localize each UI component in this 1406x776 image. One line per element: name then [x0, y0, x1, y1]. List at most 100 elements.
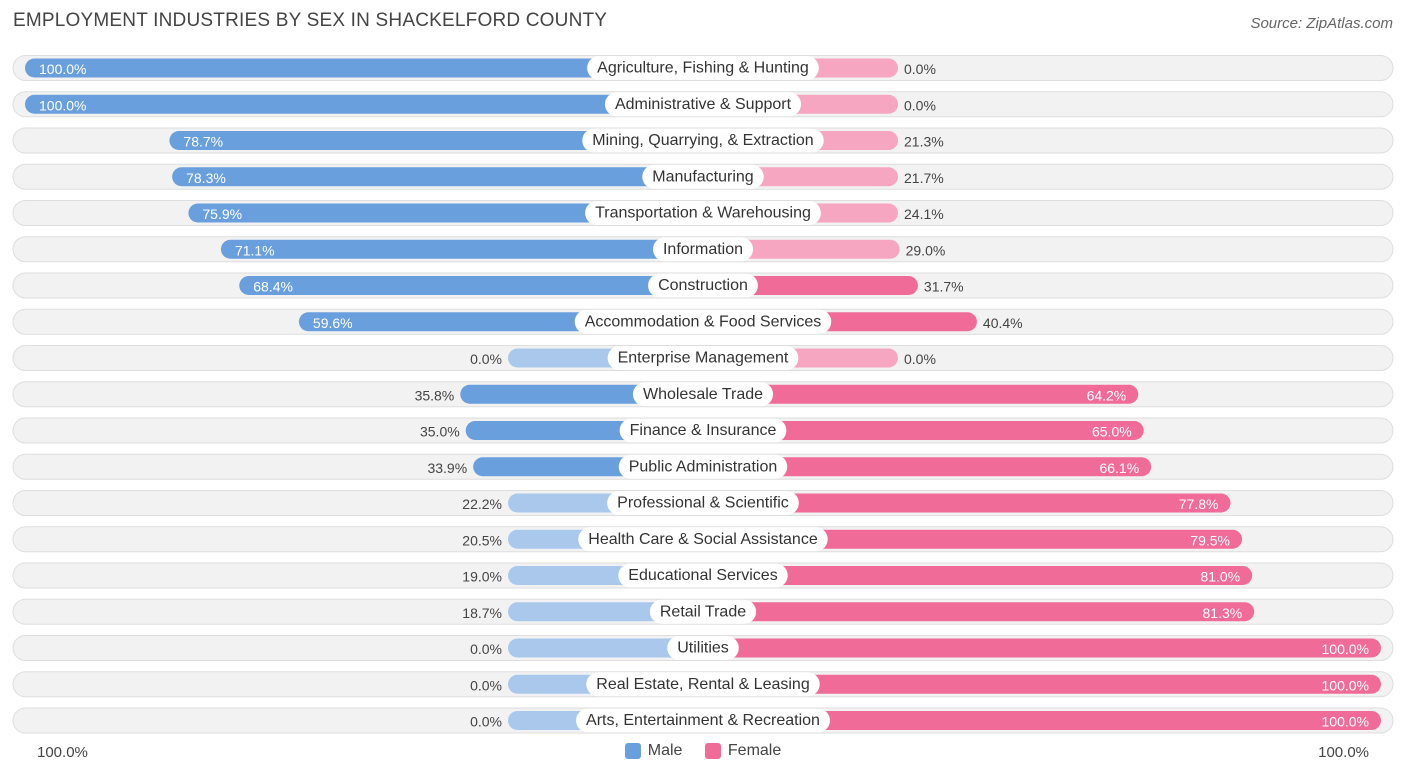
- row-12: Professional & Scientific: [12, 490, 1394, 516]
- female-bar: [703, 457, 1152, 477]
- row-14: Educational Services: [12, 562, 1394, 589]
- category-label-pill: [578, 527, 828, 552]
- category-label: Public Administration: [629, 458, 778, 475]
- male-value-label: 18.7%: [462, 605, 502, 621]
- female-value-label: 100.0%: [1322, 641, 1369, 657]
- chart-title: EMPLOYMENT INDUSTRIES BY SEX IN SHACKELF…: [13, 10, 608, 31]
- category-label: Arts, Entertainment & Recreation: [586, 712, 820, 729]
- category-label: Construction: [658, 277, 748, 294]
- female-bar: [703, 529, 1243, 549]
- male-value-label: 100.0%: [39, 61, 86, 77]
- axis-label-right: 100.0%: [1318, 744, 1369, 761]
- category-label-pill: [642, 164, 764, 189]
- male-value-label: 0.0%: [470, 714, 502, 730]
- row-1: Administrative & Support: [12, 91, 1394, 118]
- male-value-label: 0.0%: [470, 677, 502, 693]
- male-value-label: 33.9%: [427, 460, 467, 476]
- female-bar: [703, 239, 900, 259]
- female-bar: [703, 638, 1381, 658]
- male-value-label: 0.0%: [470, 351, 502, 367]
- category-label: Enterprise Management: [618, 350, 789, 367]
- male-value-label: 20.5%: [462, 532, 502, 548]
- category-label-pill: [607, 491, 799, 515]
- male-bar: [25, 94, 703, 114]
- male-value-label: 0.0%: [470, 641, 502, 657]
- female-value-label: 66.1%: [1099, 460, 1139, 476]
- male-value-label: 22.2%: [462, 496, 502, 512]
- male-value-label: 78.3%: [186, 170, 226, 186]
- legend-item-female[interactable]: Female: [704, 742, 782, 760]
- category-label: Manufacturing: [652, 168, 753, 185]
- female-value-label: 0.0%: [904, 351, 936, 367]
- male-bar: [239, 276, 704, 295]
- source-credit: Source: ZipAtlas.com: [1250, 15, 1393, 32]
- male-value-label: 35.0%: [420, 424, 460, 440]
- row-18: Arts, Entertainment & Recreation: [12, 707, 1394, 734]
- female-value-label: 81.0%: [1200, 569, 1240, 585]
- male-value-label: 100.0%: [39, 97, 86, 113]
- female-bar: [703, 384, 1139, 404]
- female-bar: [703, 674, 1381, 694]
- legend: Male Female: [0, 742, 1406, 764]
- legend-swatch-female: [704, 743, 721, 759]
- female-value-label: 81.3%: [1203, 605, 1243, 621]
- category-label-pill: [604, 92, 802, 117]
- female-value-label: 77.8%: [1179, 496, 1219, 512]
- category-label: Administrative & Support: [615, 96, 792, 113]
- female-value-label: 21.3%: [904, 134, 944, 150]
- female-value-label: 31.7%: [924, 279, 964, 295]
- male-value-label: 59.6%: [313, 315, 353, 331]
- category-label-pill: [648, 273, 758, 298]
- category-label-pill: [574, 309, 832, 334]
- category-label: Real Estate, Rental & Leasing: [596, 676, 809, 693]
- row-13: Health Care & Social Assistance: [12, 526, 1394, 553]
- male-bar: [172, 167, 704, 187]
- legend-label-female: Female: [727, 742, 782, 759]
- male-bar: [508, 638, 703, 658]
- category-label-pill: [619, 418, 787, 443]
- row-2: Mining, Quarrying, & Extraction: [12, 127, 1394, 154]
- row-6: Construction: [12, 272, 1394, 299]
- category-label: Utilities: [677, 640, 729, 657]
- female-value-label: 65.0%: [1092, 424, 1132, 440]
- female-value-label: 0.0%: [904, 61, 936, 77]
- female-value-label: 21.7%: [904, 170, 944, 186]
- legend-item-male[interactable]: Male: [624, 742, 683, 760]
- row-11: Public Administration: [12, 453, 1394, 480]
- category-label-pill: [587, 56, 819, 80]
- axis-label-left: 100.0%: [37, 744, 88, 761]
- row-7: Accommodation & Food Services: [12, 308, 1394, 335]
- legend-swatch-male: [624, 743, 641, 759]
- category-label-pill: [667, 636, 739, 660]
- row-5: Information: [12, 236, 1394, 263]
- category-label-pill: [586, 672, 820, 697]
- category-label-pill: [618, 563, 788, 588]
- legend-label-male: Male: [647, 742, 683, 759]
- row-4: Transportation & Warehousing: [12, 200, 1394, 226]
- category-label: Health Care & Social Assistance: [588, 531, 818, 548]
- female-bar: [703, 602, 1255, 622]
- female-value-label: 24.1%: [904, 206, 944, 222]
- female-value-label: 100.0%: [1322, 714, 1369, 730]
- category-label-pill: [652, 237, 754, 262]
- row-0: Agriculture, Fishing & Hunting: [12, 55, 1394, 81]
- male-value-label: 78.7%: [183, 134, 223, 150]
- category-label-pill: [632, 382, 774, 407]
- female-value-label: 0.0%: [904, 97, 936, 113]
- row-10: Finance & Insurance: [12, 417, 1394, 444]
- male-value-label: 19.0%: [462, 569, 502, 585]
- row-17: Real Estate, Rental & Leasing: [12, 671, 1394, 698]
- category-label: Wholesale Trade: [643, 386, 763, 403]
- female-bar: [703, 711, 1381, 730]
- category-label-pill: [618, 454, 788, 479]
- row-15: Retail Trade: [12, 598, 1394, 625]
- male-value-label: 71.1%: [235, 242, 275, 258]
- row-16: Utilities: [12, 635, 1394, 661]
- diverging-bar-chart: Agriculture, Fishing & Hunting 100.0% 0.0%…: [12, 55, 1394, 734]
- category-label: Retail Trade: [660, 603, 746, 620]
- male-bar: [25, 58, 703, 78]
- male-bar: [169, 131, 703, 150]
- female-bar: [703, 566, 1253, 585]
- category-label: Professional & Scientific: [617, 495, 789, 512]
- category-label-pill: [585, 201, 821, 225]
